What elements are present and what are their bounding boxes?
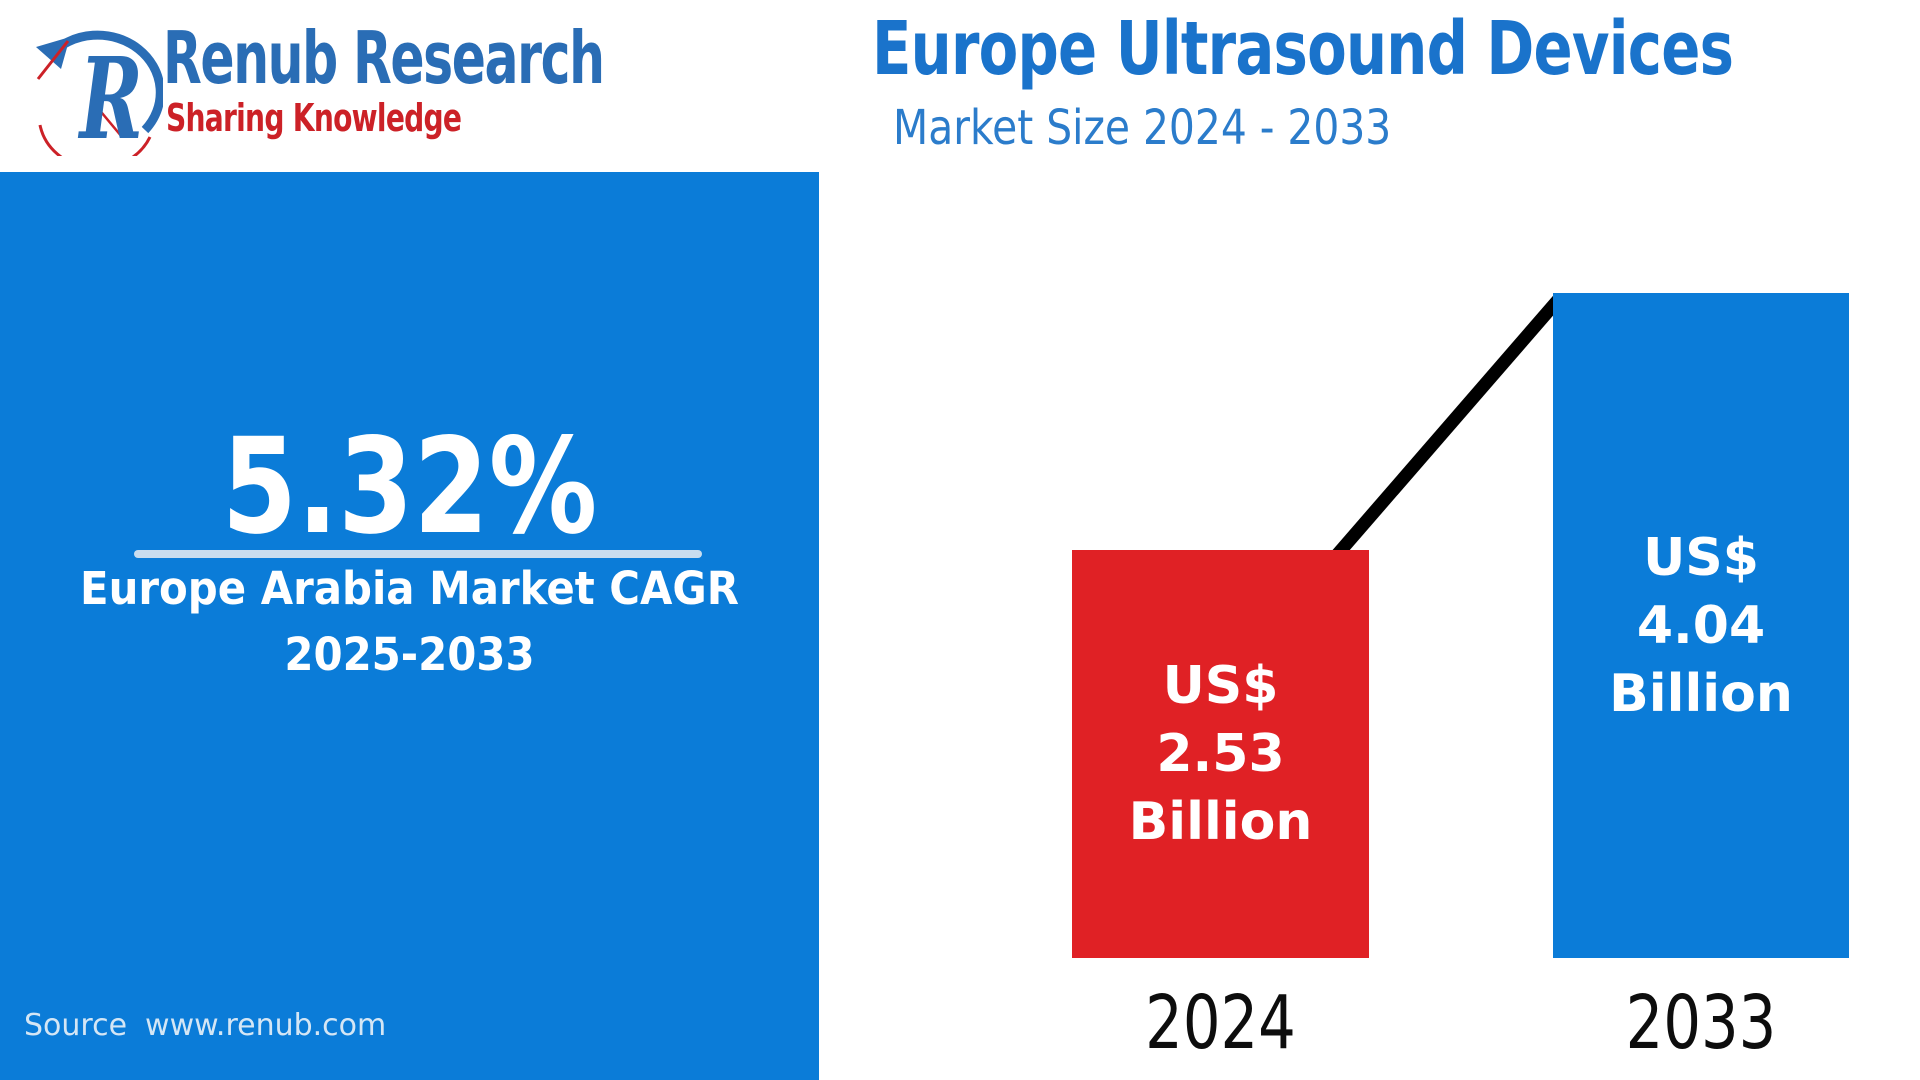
logo-area: R Renub Research Sharing Knowledge	[0, 0, 819, 172]
x-axis-label-2033: 2033	[1625, 980, 1777, 1066]
logo-arrowhead	[36, 37, 70, 69]
bar-2033: US$ 4.04 Billion	[1553, 293, 1849, 958]
x-axis-label-2024: 2024	[1145, 980, 1296, 1066]
bar-2033-label-value: 4.04	[1636, 595, 1766, 656]
logo-red-arc	[38, 124, 152, 156]
brand-tagline: Sharing Knowledge	[166, 96, 462, 140]
trend-connector-line	[1331, 295, 1563, 561]
bar-2024-label-unit: Billion	[1128, 792, 1313, 852]
page-subtitle: Market Size 2024 - 2033	[893, 100, 1392, 156]
renub-logo-icon: R	[36, 30, 163, 156]
logo-swoosh-arc	[46, 30, 163, 134]
bar-2024-label-value: 2.53	[1156, 724, 1285, 784]
bar-2024: US$ 2.53 Billion	[1072, 550, 1369, 958]
brand-name: Renub Research	[163, 16, 605, 100]
cagr-caption-line2: 2025-2033	[284, 628, 535, 681]
cagr-panel: 5.32% Europe Arabia Market CAGR 2025-203…	[0, 172, 819, 1080]
source-label: Source	[24, 1008, 128, 1043]
cagr-caption-line1: Europe Arabia Market CAGR	[80, 562, 739, 615]
logo-red-leg-accent	[91, 100, 123, 138]
source-url[interactable]: www.renub.com	[145, 1008, 387, 1043]
bar-2033-label-unit: Billion	[1609, 663, 1793, 724]
logo-letter-r: R	[77, 33, 143, 156]
bar-2033-label-currency: US$	[1643, 527, 1759, 588]
source-line: Source www.renub.com	[24, 1008, 386, 1043]
logo-red-accent-line	[36, 40, 70, 80]
cagr-value: 5.32%	[221, 410, 598, 564]
bar-2024-label-currency: US$	[1162, 656, 1279, 716]
cagr-underline	[134, 550, 702, 558]
page-title: Europe Ultrasound Devices	[872, 6, 1734, 92]
